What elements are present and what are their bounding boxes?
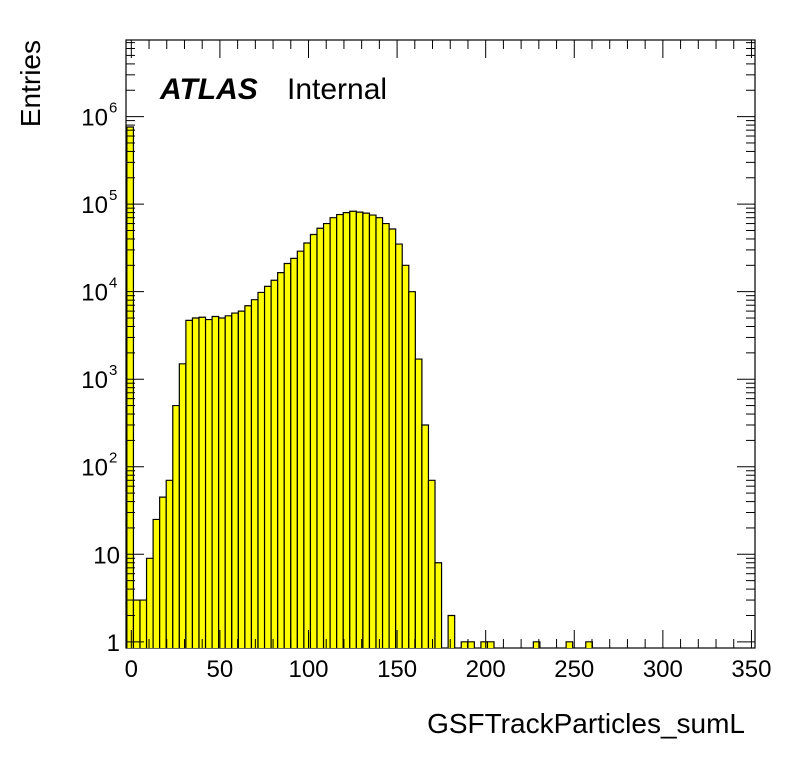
y-tick-label-exponent: 2 xyxy=(109,450,117,467)
histogram-bar xyxy=(251,299,259,648)
histogram-bar xyxy=(185,320,193,648)
axis-ticks xyxy=(126,40,755,648)
y-tick-label-exponent: 6 xyxy=(109,100,117,117)
histogram-bar xyxy=(389,228,396,648)
x-tick-label: 100 xyxy=(288,656,328,683)
histogram-bar xyxy=(303,242,311,648)
histogram-bar xyxy=(212,316,219,648)
histogram-bar xyxy=(323,223,331,648)
histogram-bar xyxy=(369,215,377,649)
histogram-bar xyxy=(356,212,363,648)
x-tick-label: 200 xyxy=(466,656,506,683)
y-tick-label: 10 xyxy=(81,280,108,307)
histogram-bar xyxy=(467,641,475,648)
x-tick-label: 350 xyxy=(731,656,771,683)
y-tick-label: 10 xyxy=(81,192,108,219)
x-tick-label: 300 xyxy=(643,656,683,683)
histogram-bar xyxy=(402,265,409,648)
histogram-bar xyxy=(277,272,285,648)
x-tick-label: 50 xyxy=(207,656,234,683)
y-axis-title: Entries xyxy=(15,40,46,127)
histogram-bar xyxy=(585,641,593,648)
y-tick-label-exponent: 5 xyxy=(109,187,117,204)
histogram-bar xyxy=(166,480,173,648)
y-tick-label: 10 xyxy=(81,455,108,482)
x-tick-label: 150 xyxy=(377,656,417,683)
histogram-bar xyxy=(415,359,422,648)
histogram-bar xyxy=(231,313,239,648)
histogram-bar xyxy=(258,292,265,648)
histogram-bar xyxy=(146,558,154,648)
histogram-bar xyxy=(238,311,245,648)
histogram-bar xyxy=(435,562,442,648)
histogram-bar xyxy=(290,258,298,648)
x-axis-title: GSFTrackParticles_sumL xyxy=(427,708,745,739)
histogram-bar xyxy=(382,223,390,648)
histogram-bar xyxy=(218,318,226,648)
histogram-bar xyxy=(172,405,180,648)
y-tick-label: 10 xyxy=(93,542,120,569)
histogram-bar xyxy=(179,363,186,648)
histogram-bar xyxy=(317,228,324,649)
histogram-bar-outline xyxy=(532,641,541,648)
histogram-bar xyxy=(297,251,304,648)
histogram-bar xyxy=(566,641,573,648)
histogram-bar xyxy=(487,641,495,648)
histogram-bar xyxy=(362,213,370,649)
histogram-bar xyxy=(159,497,167,648)
histogram-bar xyxy=(133,600,140,648)
histogram-bar-outline xyxy=(565,641,574,648)
histogram-bar xyxy=(428,480,436,648)
histogram-bar xyxy=(192,318,199,648)
histogram-bar xyxy=(448,615,455,648)
histogram-bar xyxy=(408,291,416,648)
histogram-bar xyxy=(284,263,291,648)
histogram-bar xyxy=(310,234,318,648)
histogram-bar-outline xyxy=(447,614,456,648)
histogram-bar-outline xyxy=(486,641,495,648)
histogram-bar xyxy=(225,315,232,648)
histogram-bar xyxy=(533,641,540,648)
histogram-bar xyxy=(153,519,160,648)
histogram-bar xyxy=(480,641,488,648)
histogram-bar xyxy=(244,305,252,648)
histogram-bar xyxy=(343,212,350,649)
x-tick-label: 250 xyxy=(554,656,594,683)
histogram-bar xyxy=(205,319,213,648)
histogram-bar-outline xyxy=(434,562,443,648)
histogram-bar xyxy=(349,211,357,648)
histogram-bar xyxy=(461,641,468,648)
histogram-bar xyxy=(264,286,272,648)
y-tick-label-exponent: 4 xyxy=(109,275,117,292)
histogram-bar xyxy=(271,280,278,648)
histogram-bar xyxy=(330,217,337,648)
histogram-bar xyxy=(139,600,147,648)
atlas-status-label: Internal xyxy=(287,73,387,106)
histogram-bar xyxy=(421,424,429,648)
y-tick-label-exponent: 3 xyxy=(109,362,117,379)
histogram-bar xyxy=(395,244,403,649)
histogram-bar xyxy=(336,214,344,649)
y-tick-label: 1 xyxy=(107,630,120,657)
atlas-label: ATLAS xyxy=(159,73,258,106)
histogram-bar xyxy=(198,317,206,648)
y-tick-label: 10 xyxy=(81,105,108,132)
histogram-bars xyxy=(126,126,593,649)
x-tick-label: 0 xyxy=(125,656,138,683)
y-tick-label: 10 xyxy=(81,367,108,394)
histogram-bar xyxy=(376,217,383,648)
